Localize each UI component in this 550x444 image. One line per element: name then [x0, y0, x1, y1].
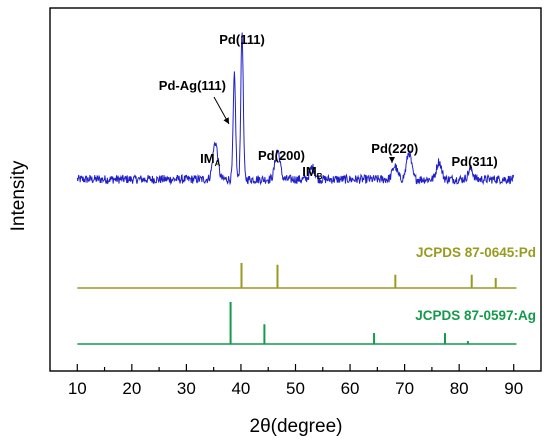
xrd-pattern-layer — [76, 32, 515, 186]
peak-annotation: Pd(200) — [258, 148, 305, 163]
x-tick-label: 60 — [341, 379, 360, 398]
x-tick-label: 50 — [286, 379, 305, 398]
peak-annotation: IMA — [200, 151, 220, 168]
x-tick-label: 40 — [231, 379, 250, 398]
chart-axes: 10 20 30 40 50 60 70 80 90 — [49, 7, 542, 398]
x-tick-label: 70 — [395, 379, 414, 398]
peak-annotation: IMB — [302, 164, 322, 181]
reference-label: JCPDS 87-0597:Ag — [415, 308, 536, 323]
annotation-arrow-head — [389, 157, 395, 163]
x-tick-label: 80 — [450, 379, 469, 398]
annotation-arrow-head — [223, 117, 229, 124]
x-tick-label: 90 — [504, 379, 523, 398]
x-tick-label: 30 — [177, 379, 196, 398]
y-axis-title: Intensity — [8, 160, 29, 231]
peak-annotation: Pd(311) — [451, 154, 497, 169]
xrd-pattern-line — [76, 32, 515, 186]
peak-annotations-layer: Pd(111) Pd-Ag(111) IMA Pd(200)IMB Pd(220) Pd(… — [159, 32, 498, 181]
reference-patterns-layer: JCPDS 87-0645:Pd JCPDS 87-0597:Ag — [77, 245, 536, 345]
x-tick-label: 20 — [122, 379, 141, 398]
peak-annotation: Pd-Ag(111) — [159, 78, 226, 93]
reference-label: JCPDS 87-0645:Pd — [416, 245, 536, 260]
peak-annotation: Pd(220) — [371, 141, 418, 156]
x-tick-label: 10 — [68, 379, 87, 398]
x-axis-title: 2θ(degree) — [250, 416, 343, 437]
peak-annotation: Pd(111) — [219, 32, 265, 47]
